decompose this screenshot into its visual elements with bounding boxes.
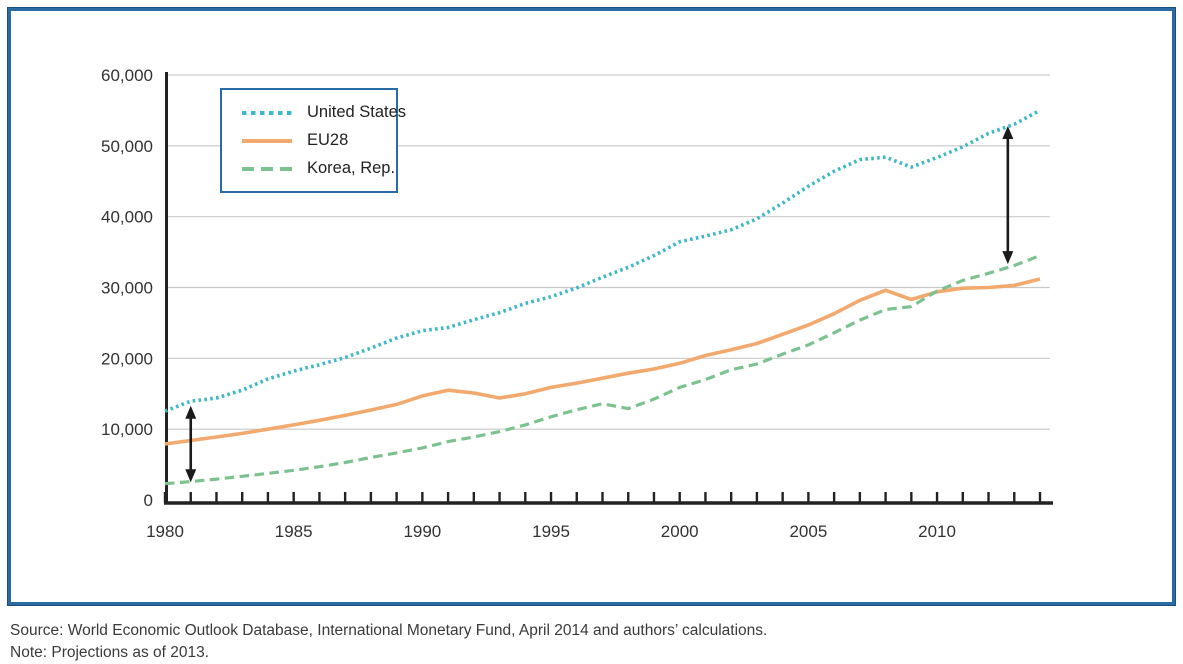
x-axis-tick-label: 2000 [661,522,699,541]
y-axis-tick-label: 0 [144,491,153,510]
legend-label-eu28: EU28 [307,131,349,149]
gap-arrow-head-down-icon [185,469,197,483]
line-chart: 0 10,000 20,000 30,000 40,000 50,000 60,000 198… [101,66,1053,541]
legend-swatch-eu28-icon [242,138,292,143]
legend-label-united-states: United States [307,103,407,121]
source-text: Source: World Economic Outlook Database,… [10,622,768,639]
chart-footer: Source: World Economic Outlook Database,… [10,620,767,664]
series-line-korea-rep [164,254,1041,486]
y-axis-tick-label: 60,000 [101,66,153,85]
legend-swatch-korea-rep-icon [242,166,292,171]
y-axis-tick-label: 10,000 [101,420,153,439]
x-axis-tick-label: 1985 [275,522,313,541]
x-axis-tick-label: 1980 [146,522,184,541]
series-line-eu28 [164,277,1041,446]
legend-swatch-united-states-icon [242,110,292,115]
legend-item-eu28: EU28 [242,131,396,150]
x-axis-tick-label: 2010 [918,522,956,541]
series-line-united-states [164,108,1041,413]
note-text: Note: Projections as of 2013. [10,644,210,661]
y-axis-tick-label: 20,000 [101,349,153,368]
gap-arrow-head-down-icon [1002,251,1014,265]
gap-arrow-head-up-icon [185,405,197,419]
x-axis-tick-label: 1990 [403,522,441,541]
y-axis-tick-label: 40,000 [101,208,153,227]
chart-outer-frame [8,8,1175,605]
legend-item-korea-rep: Korea, Rep. [242,159,396,178]
legend-label-korea-rep: Korea, Rep. [307,159,396,177]
x-axis-tick-label: 1995 [532,522,570,541]
y-axis-tick-label: 30,000 [101,279,153,298]
y-axis-tick-label: 50,000 [101,137,153,156]
x-axis-tick-label: 2005 [789,522,827,541]
legend: United States EU28 Korea, Rep. [220,88,406,193]
gap-arrow-head-up-icon [1002,126,1014,139]
legend-item-united-states: United States [242,103,406,122]
